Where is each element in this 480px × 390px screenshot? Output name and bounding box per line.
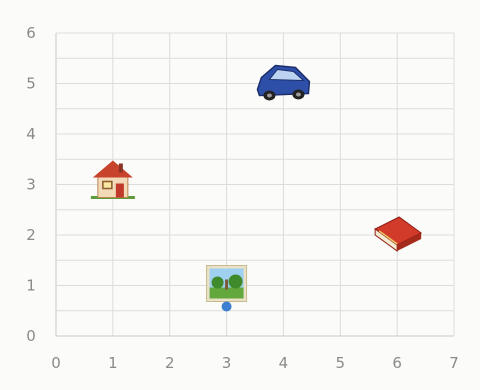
x-tick-label: 1	[108, 354, 118, 372]
y-tick-label: 0	[26, 327, 36, 345]
y-tick-label: 1	[26, 277, 36, 295]
y-tick-label: 5	[26, 75, 36, 93]
x-tick-label: 7	[449, 354, 459, 372]
x-tick-label: 2	[165, 354, 175, 372]
y-tick-label: 3	[26, 176, 36, 194]
y-axis-ticks: 0 1 2 3 4 5 6	[26, 24, 36, 345]
data-points	[90, 64, 423, 312]
x-tick-label: 5	[336, 354, 346, 372]
x-tick-label: 3	[222, 354, 232, 372]
y-tick-label: 6	[26, 24, 36, 42]
y-tick-label: 4	[26, 125, 36, 143]
house-icon	[90, 160, 135, 199]
y-tick-label: 2	[26, 226, 36, 244]
x-axis-ticks: 0 1 2 3 4 5 6 7	[51, 354, 459, 372]
x-tick-label: 4	[279, 354, 289, 372]
x-tick-label: 6	[392, 354, 402, 372]
park-picture-icon	[206, 265, 248, 312]
book-icon	[374, 216, 423, 252]
x-tick-label: 0	[51, 354, 61, 372]
car-icon	[256, 64, 311, 101]
